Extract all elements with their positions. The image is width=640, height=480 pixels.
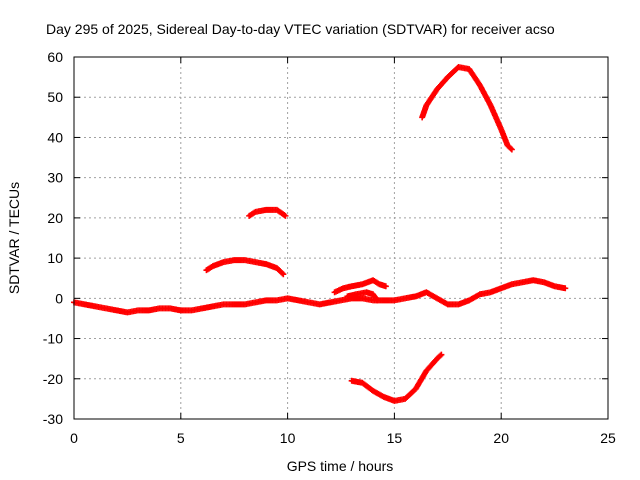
data-point bbox=[374, 297, 381, 304]
x-tick-label: 10 bbox=[280, 430, 296, 446]
series-arc-13-17 bbox=[348, 351, 445, 404]
y-tick-label: -20 bbox=[43, 371, 63, 387]
data-point bbox=[382, 283, 389, 290]
chart-title: Day 295 of 2025, Sidereal Day-to-day VTE… bbox=[46, 21, 555, 37]
y-tick-label: 30 bbox=[47, 170, 63, 186]
x-tick-label: 0 bbox=[70, 430, 78, 446]
data-point bbox=[282, 212, 289, 219]
y-tick-label: 20 bbox=[47, 210, 63, 226]
y-tick-label: -10 bbox=[43, 331, 63, 347]
series-arc-6-10 bbox=[203, 257, 287, 278]
series-arc-12-15 bbox=[331, 277, 389, 296]
y-tick-label: 40 bbox=[47, 129, 63, 145]
y-tick-label: 10 bbox=[47, 250, 63, 266]
y-tick-label: 0 bbox=[55, 290, 63, 306]
data-point bbox=[562, 285, 569, 292]
data-point bbox=[437, 352, 444, 359]
y-axis-title: SDTVAR / TECUs bbox=[6, 182, 22, 294]
y-tick-label: 60 bbox=[47, 49, 63, 65]
ticks: 0 5 10 15 20 25 -30 -20 -10 0 10 20 30 40 50 60 bbox=[43, 49, 616, 446]
data-point bbox=[508, 146, 515, 153]
data-point bbox=[280, 271, 287, 278]
data-point bbox=[438, 351, 445, 358]
series-arc-12-15-lower bbox=[344, 289, 381, 304]
series-arc-8-10 bbox=[246, 206, 289, 219]
x-tick-label: 15 bbox=[387, 430, 403, 446]
x-tick-label: 25 bbox=[600, 430, 616, 446]
x-tick-label: 5 bbox=[177, 430, 185, 446]
data-point bbox=[279, 270, 286, 277]
y-tick-label: 50 bbox=[47, 89, 63, 105]
data-point bbox=[507, 145, 514, 152]
x-tick-label: 20 bbox=[493, 430, 509, 446]
plot-frame bbox=[73, 56, 609, 420]
series-baseline bbox=[71, 277, 569, 316]
y-tick-label: -30 bbox=[43, 411, 63, 427]
series-arc-16-21 bbox=[419, 64, 515, 153]
data-points bbox=[71, 64, 569, 404]
x-axis-title: GPS time / hours bbox=[287, 458, 394, 474]
